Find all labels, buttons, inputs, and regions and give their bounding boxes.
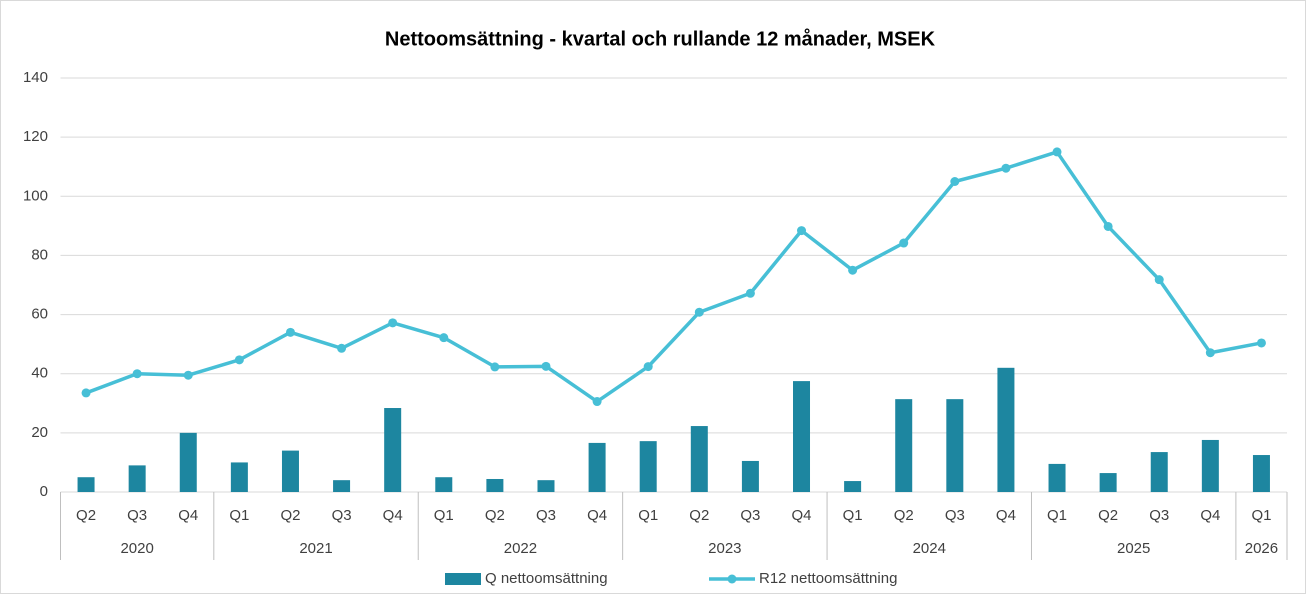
- x-tick-label: Q2: [689, 507, 709, 524]
- x-tick-label: Q1: [638, 507, 658, 524]
- point: [183, 370, 193, 380]
- bar: [588, 442, 606, 492]
- point: [337, 343, 347, 353]
- bar: [230, 462, 248, 492]
- bar: [997, 367, 1015, 492]
- bar: [537, 480, 555, 492]
- point: [285, 327, 295, 337]
- point: [950, 177, 960, 186]
- y-tick-label: 20: [31, 424, 48, 441]
- point: [848, 265, 858, 275]
- group-label: 2020: [120, 540, 153, 557]
- legend-label: Q nettoomsättning: [485, 570, 608, 587]
- point: [132, 369, 142, 379]
- x-tick-label: Q1: [434, 507, 454, 524]
- x-tick-label: Q1: [229, 507, 249, 524]
- x-tick-label: Q2: [280, 507, 300, 524]
- point: [1256, 338, 1266, 348]
- bar: [435, 477, 453, 492]
- x-tick-label: Q4: [178, 507, 198, 524]
- bar: [384, 408, 402, 492]
- x-tick-label: Q4: [792, 507, 812, 524]
- point: [1103, 221, 1113, 231]
- x-tick-label: Q4: [587, 507, 607, 524]
- y-tick-label: 100: [23, 187, 48, 204]
- point: [234, 355, 244, 365]
- y-tick-label: 80: [31, 246, 48, 263]
- point: [694, 307, 704, 317]
- x-tick-label: Q2: [894, 507, 914, 524]
- bar: [1201, 439, 1219, 492]
- x-tick-label: Q1: [843, 507, 863, 524]
- point: [643, 362, 653, 372]
- bar: [1099, 473, 1117, 492]
- point: [1001, 163, 1011, 173]
- line: [85, 150, 1262, 404]
- group-label: 2021: [299, 540, 332, 557]
- y-tick-label: 120: [23, 128, 48, 145]
- bar: [1150, 452, 1168, 492]
- bar: [844, 481, 862, 492]
- group-label: 2023: [708, 540, 741, 557]
- point: [592, 397, 602, 407]
- bar: [1048, 463, 1066, 492]
- y-tick-label: 60: [31, 306, 48, 323]
- x-tick-label: Q2: [485, 507, 505, 524]
- group-label: 2025: [1117, 540, 1150, 557]
- bar: [741, 460, 759, 492]
- bar: [281, 450, 299, 492]
- y-tick-label: 0: [40, 483, 48, 500]
- x-tick-label: Q2: [1098, 507, 1118, 524]
- group-label: 2026: [1245, 540, 1278, 557]
- chart-title: Nettoomsättning - kvartal och rullande 1…: [385, 27, 936, 50]
- bar: [486, 478, 504, 492]
- x-tick-label: Q3: [945, 507, 965, 524]
- bar: [639, 441, 657, 492]
- point: [745, 288, 755, 298]
- bar: [793, 381, 811, 492]
- point: [388, 318, 398, 328]
- bar: [128, 465, 146, 492]
- bar: [946, 399, 964, 492]
- point: [797, 226, 807, 236]
- group-label: 2022: [504, 540, 537, 557]
- y-tick-label: 140: [23, 69, 48, 86]
- point: [1154, 275, 1164, 285]
- x-tick-label: Q2: [76, 507, 96, 524]
- x-tick-label: Q4: [996, 507, 1016, 524]
- x-tick-label: Q3: [536, 507, 556, 524]
- bar: [77, 477, 95, 492]
- bar: [333, 480, 351, 492]
- x-tick-label: Q3: [332, 507, 352, 524]
- point: [81, 388, 91, 398]
- bar: [895, 399, 913, 492]
- x-tick-label: Q4: [1200, 507, 1220, 524]
- y-tick-label: 40: [31, 365, 48, 382]
- x-tick-label: Q3: [740, 507, 760, 524]
- point: [1052, 147, 1062, 157]
- point: [439, 333, 449, 343]
- point: [490, 362, 500, 372]
- x-tick-label: Q1: [1047, 507, 1067, 524]
- x-tick-label: Q4: [383, 507, 403, 524]
- legend-swatch: [727, 574, 737, 584]
- bar: [690, 426, 708, 492]
- point: [541, 361, 551, 371]
- point: [1205, 348, 1215, 358]
- bar: [179, 432, 197, 492]
- x-tick-label: Q1: [1251, 507, 1271, 524]
- point: [899, 238, 909, 248]
- x-tick-label: Q3: [1149, 507, 1169, 524]
- legend-label: R12 nettoomsättning: [759, 570, 897, 587]
- x-tick-label: Q3: [127, 507, 147, 524]
- group-label: 2024: [913, 540, 946, 557]
- legend-swatch: [445, 573, 481, 585]
- bar: [1252, 455, 1270, 492]
